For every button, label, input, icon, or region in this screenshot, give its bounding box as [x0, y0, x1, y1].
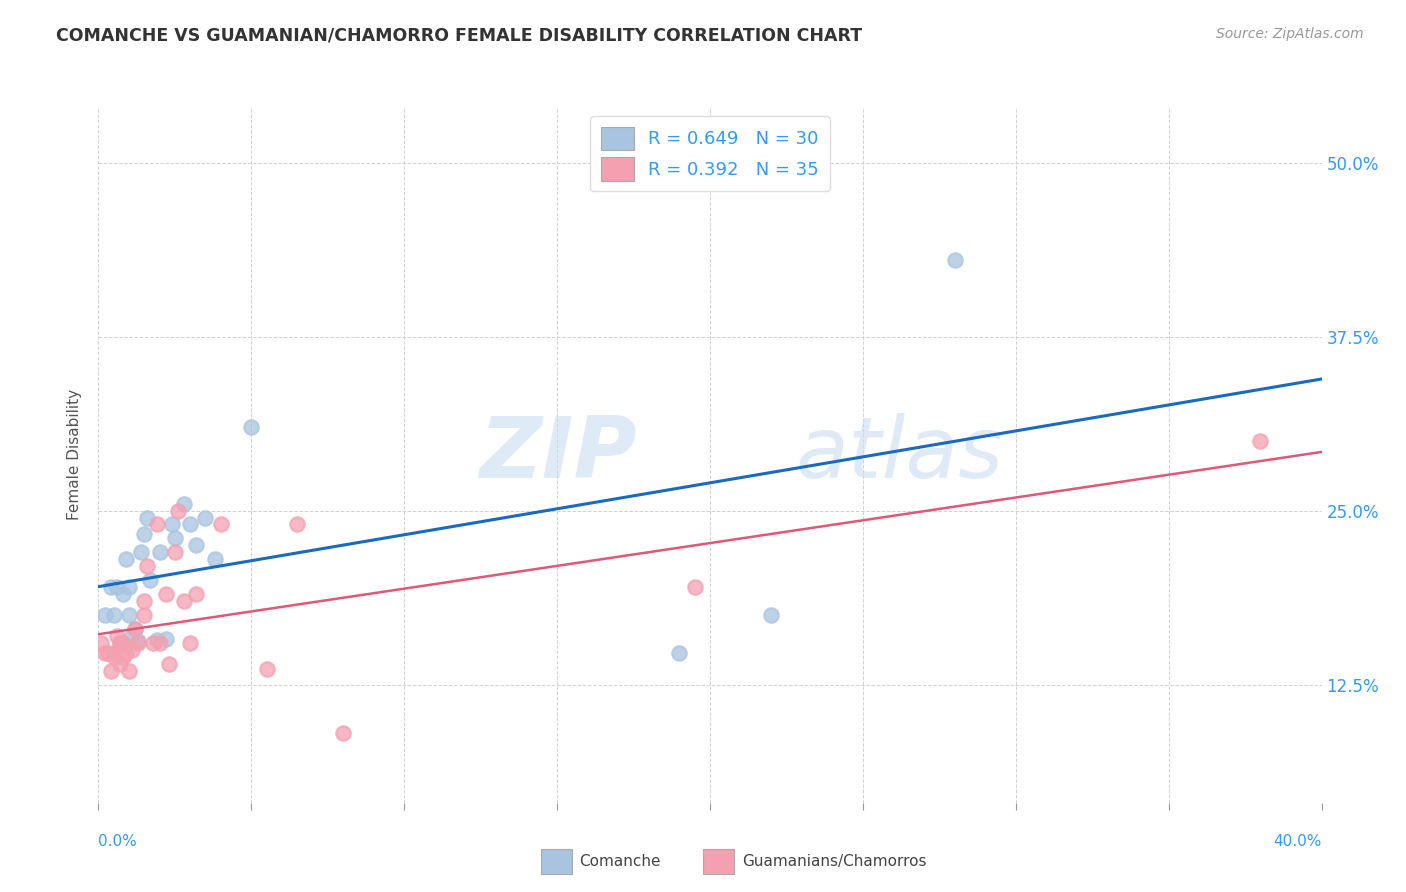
Point: [194, 510, 217, 524]
Point: [134, 607, 156, 622]
Point: [142, 636, 165, 650]
Point: [124, 622, 146, 636]
Text: 40.0%: 40.0%: [1274, 834, 1322, 849]
Point: [97, 646, 120, 660]
Text: Guamanians/Chamorros: Guamanians/Chamorros: [742, 855, 927, 869]
Point: [145, 632, 167, 647]
Point: [93, 607, 115, 622]
Text: Comanche: Comanche: [579, 855, 661, 869]
Point: [100, 580, 122, 594]
Point: [163, 545, 186, 559]
Point: [155, 587, 177, 601]
Point: [149, 636, 172, 650]
Text: 0.0%: 0.0%: [98, 834, 138, 849]
Legend: R = 0.649   N = 30, R = 0.392   N = 35: R = 0.649 N = 30, R = 0.392 N = 35: [591, 116, 830, 192]
Point: [90, 636, 112, 650]
Point: [186, 538, 208, 552]
Point: [160, 517, 183, 532]
Point: [186, 587, 208, 601]
Point: [139, 573, 162, 587]
Point: [149, 545, 172, 559]
Point: [179, 636, 201, 650]
Point: [115, 552, 138, 566]
Point: [332, 726, 354, 740]
Point: [108, 636, 131, 650]
Point: [93, 646, 115, 660]
Point: [167, 503, 190, 517]
Point: [105, 629, 128, 643]
Point: [118, 580, 141, 594]
Point: [179, 517, 201, 532]
Point: [127, 634, 149, 648]
Point: [136, 559, 159, 574]
Point: [118, 664, 141, 678]
Point: [134, 527, 156, 541]
Point: [105, 580, 128, 594]
Point: [129, 545, 152, 559]
Point: [111, 587, 134, 601]
Text: Source: ZipAtlas.com: Source: ZipAtlas.com: [1216, 27, 1364, 41]
Point: [240, 420, 263, 434]
Point: [108, 636, 131, 650]
Point: [204, 552, 226, 566]
Point: [121, 629, 143, 643]
Point: [759, 607, 782, 622]
Point: [163, 532, 186, 546]
Point: [683, 580, 706, 594]
Point: [103, 646, 125, 660]
Point: [136, 510, 159, 524]
Point: [1249, 434, 1271, 448]
Point: [134, 594, 156, 608]
Y-axis label: Female Disability: Female Disability: [66, 389, 82, 521]
Point: [111, 649, 134, 664]
Point: [100, 664, 122, 678]
Point: [121, 642, 143, 657]
Point: [118, 607, 141, 622]
Point: [103, 607, 125, 622]
Point: [155, 632, 177, 646]
Point: [127, 636, 149, 650]
Text: COMANCHE VS GUAMANIAN/CHAMORRO FEMALE DISABILITY CORRELATION CHART: COMANCHE VS GUAMANIAN/CHAMORRO FEMALE DI…: [56, 27, 862, 45]
Point: [124, 622, 146, 636]
Point: [943, 253, 966, 268]
Text: atlas: atlas: [796, 413, 1004, 497]
Point: [173, 497, 195, 511]
Point: [103, 649, 125, 664]
Point: [157, 657, 180, 671]
Text: ZIP: ZIP: [479, 413, 637, 497]
Point: [668, 646, 690, 660]
Point: [256, 662, 278, 676]
Point: [209, 517, 232, 532]
Point: [108, 657, 131, 671]
Point: [115, 646, 138, 660]
Point: [285, 517, 308, 532]
Point: [145, 517, 167, 532]
Point: [111, 636, 134, 650]
Point: [173, 594, 195, 608]
